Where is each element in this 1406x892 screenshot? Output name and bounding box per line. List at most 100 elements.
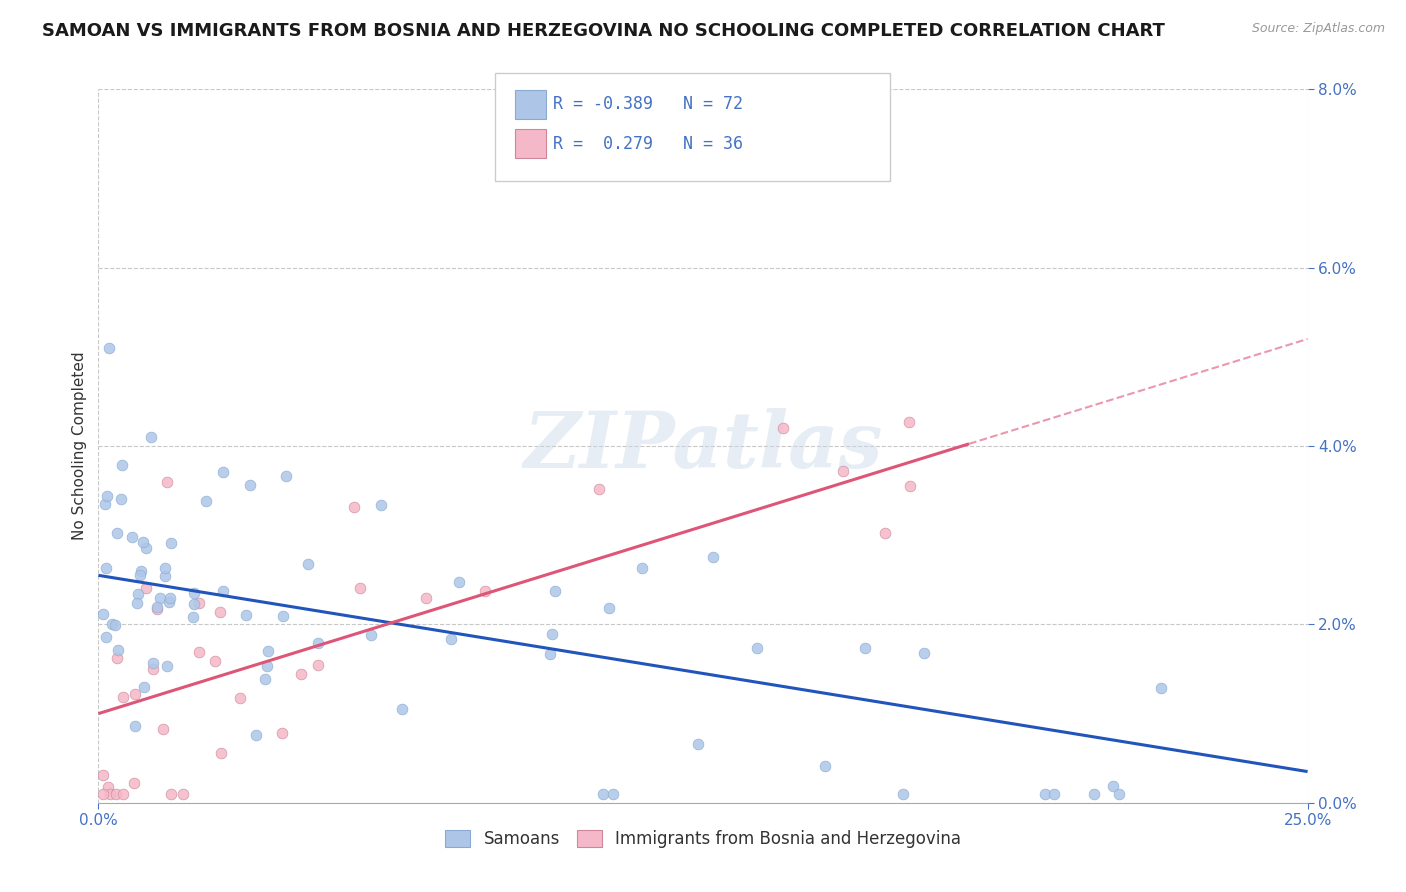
- Point: [110, 491, 132, 506]
- Text: R = -0.389   N = 72: R = -0.389 N = 72: [553, 95, 742, 113]
- Point: [873, 526, 896, 541]
- Point: [181, 610, 204, 624]
- Point: [149, 591, 172, 605]
- Legend: Samoans, Immigrants from Bosnia and Herzegovina: Samoans, Immigrants from Bosnia and Herz…: [439, 823, 967, 855]
- Point: [297, 557, 319, 571]
- Point: [94, 561, 117, 575]
- Point: [111, 690, 134, 704]
- Point: [370, 498, 392, 512]
- Point: [1102, 780, 1125, 794]
- Point: [273, 609, 295, 624]
- Point: [101, 616, 124, 631]
- Point: [239, 478, 262, 492]
- Point: [211, 584, 233, 599]
- Point: [257, 644, 280, 658]
- Point: [1033, 787, 1056, 801]
- Point: [349, 582, 371, 596]
- Point: [132, 535, 155, 549]
- Point: [449, 575, 471, 590]
- Text: SAMOAN VS IMMIGRANTS FROM BOSNIA AND HERZEGOVINA NO SCHOOLING COMPLETED CORRELAT: SAMOAN VS IMMIGRANTS FROM BOSNIA AND HER…: [42, 22, 1166, 40]
- Point: [142, 656, 165, 670]
- Point: [152, 723, 174, 737]
- Point: [307, 657, 329, 672]
- Text: R =  0.279   N = 36: R = 0.279 N = 36: [553, 135, 742, 153]
- Point: [891, 787, 914, 801]
- Point: [91, 768, 114, 782]
- Point: [1150, 681, 1173, 696]
- Point: [204, 654, 226, 668]
- Point: [538, 648, 561, 662]
- Point: [194, 494, 217, 508]
- Point: [602, 787, 624, 801]
- Point: [343, 500, 366, 514]
- Point: [105, 787, 128, 801]
- Point: [541, 627, 564, 641]
- Point: [702, 550, 724, 565]
- Point: [91, 607, 114, 621]
- Point: [474, 584, 496, 599]
- Point: [391, 702, 413, 716]
- Point: [290, 667, 312, 681]
- Point: [146, 599, 169, 614]
- Point: [274, 469, 297, 483]
- Point: [135, 581, 157, 595]
- Point: [96, 489, 118, 503]
- Point: [98, 341, 121, 355]
- Point: [122, 776, 145, 790]
- Point: [93, 497, 115, 511]
- Point: [187, 644, 209, 658]
- Point: [853, 640, 876, 655]
- Point: [139, 429, 162, 443]
- Point: [105, 651, 128, 665]
- Point: [156, 475, 179, 489]
- Point: [160, 787, 183, 801]
- Point: [160, 536, 183, 550]
- Point: [598, 600, 620, 615]
- Point: [813, 758, 835, 772]
- Point: [172, 787, 194, 801]
- Point: [228, 691, 250, 706]
- Point: [360, 627, 382, 641]
- Point: [153, 560, 176, 574]
- Point: [415, 591, 437, 605]
- Point: [1108, 787, 1130, 801]
- Point: [912, 646, 935, 660]
- Point: [745, 640, 768, 655]
- Point: [253, 672, 276, 686]
- Point: [1083, 787, 1105, 801]
- Point: [124, 687, 146, 701]
- Point: [631, 560, 654, 574]
- Point: [183, 597, 205, 611]
- Point: [1042, 787, 1064, 801]
- Point: [544, 584, 567, 599]
- Point: [96, 780, 118, 795]
- Point: [91, 787, 114, 801]
- Point: [132, 680, 155, 694]
- Text: Source: ZipAtlas.com: Source: ZipAtlas.com: [1251, 22, 1385, 36]
- Point: [124, 719, 146, 733]
- Point: [212, 466, 235, 480]
- Y-axis label: No Schooling Completed: No Schooling Completed: [72, 351, 87, 541]
- Point: [125, 596, 148, 610]
- Point: [159, 591, 181, 606]
- Point: [127, 587, 149, 601]
- Point: [307, 636, 329, 650]
- Text: ZIPatlas: ZIPatlas: [523, 408, 883, 484]
- Point: [686, 737, 709, 751]
- Point: [183, 586, 205, 600]
- Point: [146, 602, 169, 616]
- Point: [245, 728, 267, 742]
- Point: [111, 458, 134, 473]
- Point: [256, 659, 278, 673]
- Point: [898, 415, 921, 429]
- Point: [129, 567, 152, 582]
- Point: [135, 541, 157, 555]
- Point: [898, 479, 921, 493]
- Point: [208, 605, 231, 619]
- Point: [129, 565, 152, 579]
- Point: [209, 747, 232, 761]
- Point: [592, 787, 614, 801]
- Point: [832, 464, 855, 478]
- Point: [98, 787, 121, 801]
- Point: [772, 421, 794, 435]
